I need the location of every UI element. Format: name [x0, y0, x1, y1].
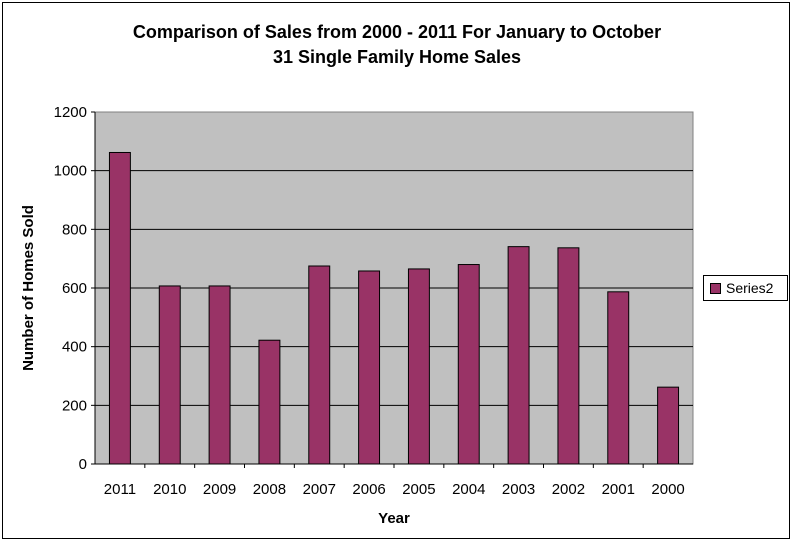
bar-2003: [507, 246, 530, 465]
y-tick-label: 0: [79, 456, 87, 473]
x-tick-label: 2009: [203, 481, 236, 498]
gridlines: [95, 170, 693, 406]
chart-title: Comparison of Sales from 2000 - 2011 For…: [0, 20, 794, 70]
bar-2008: [258, 339, 281, 465]
x-tick-label: 2004: [452, 481, 485, 498]
x-tick-label: 2011: [104, 481, 136, 498]
chart-title-line-2: 31 Single Family Home Sales: [272, 47, 522, 67]
x-tick-label: 2002: [552, 481, 585, 498]
x-tick-label: 2001: [602, 481, 635, 498]
y-tick-label: 1200: [54, 104, 87, 121]
bar-2011: [108, 151, 131, 465]
bar-2010: [158, 285, 181, 465]
bar-2007: [308, 265, 331, 465]
y-axis-ticks: 0 200 400 600 800 1000 1200: [54, 104, 95, 473]
bar-2000: [657, 386, 680, 465]
y-tick-label: 800: [62, 221, 87, 238]
bar-2004: [457, 264, 480, 465]
x-axis-ticks: 2011 2010 2009 2008 2007 2006 2005 2004 2003 2002…: [104, 464, 685, 498]
bar-2006: [358, 270, 381, 465]
x-tick-label: 2010: [153, 481, 186, 498]
x-tick-label: 2000: [651, 481, 684, 498]
legend-swatch-series2: [710, 282, 721, 294]
y-axis-label: Number of Homes Sold: [20, 205, 37, 371]
legend-label-series2: Series2: [726, 280, 774, 296]
y-tick-label: 200: [62, 397, 87, 414]
chart-title-line-1: Comparison of Sales from 2000 - 2011 For…: [132, 22, 662, 42]
x-tick-label: 2008: [253, 481, 286, 498]
bar-2002: [557, 247, 580, 465]
y-tick-label: 600: [62, 280, 87, 297]
legend: Series2: [703, 275, 788, 301]
x-tick-label: 2007: [303, 481, 336, 498]
x-tick-label: 2005: [402, 481, 435, 498]
y-tick-label: 400: [62, 339, 87, 356]
x-axis-label: Year: [378, 510, 410, 527]
y-tick-label: 1000: [54, 163, 87, 180]
x-tick-label: 2006: [352, 481, 385, 498]
bar-2005: [407, 268, 430, 465]
bar-2001: [607, 291, 630, 465]
bar-2009: [208, 285, 231, 465]
x-tick-label: 2003: [502, 481, 535, 498]
